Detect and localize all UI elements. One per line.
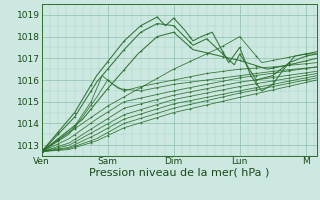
X-axis label: Pression niveau de la mer( hPa ): Pression niveau de la mer( hPa ) (89, 168, 269, 178)
